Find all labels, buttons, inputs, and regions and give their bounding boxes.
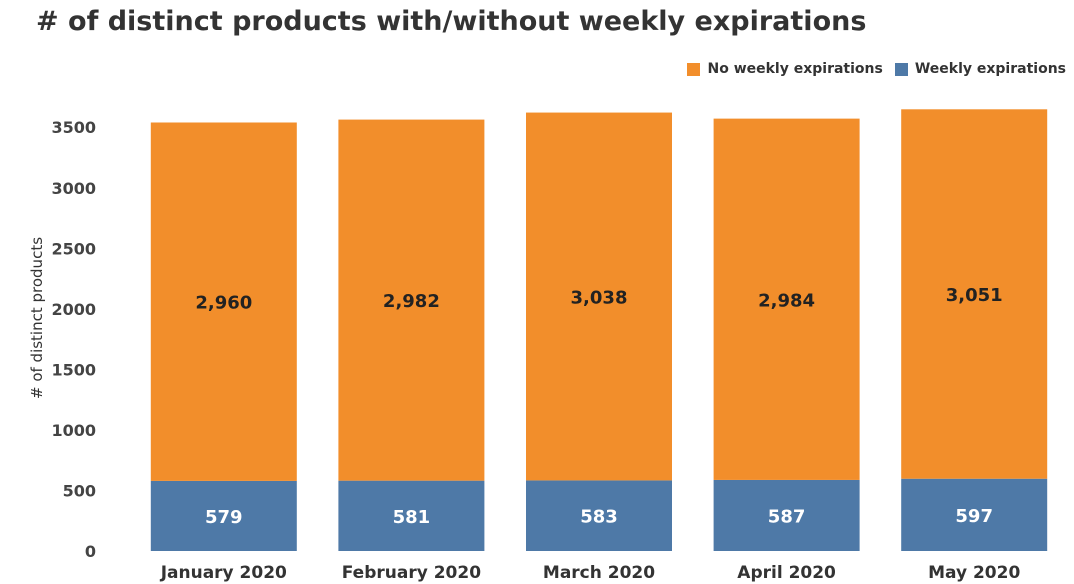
bar-no-weekly-expirations (150, 122, 297, 481)
y-tick-label: 3000 (51, 179, 96, 198)
bar-no-weekly-expirations (901, 109, 1048, 479)
data-label-weekly: 587 (768, 506, 806, 527)
x-category-label: February 2020 (342, 563, 481, 583)
y-tick-label: 3500 (51, 118, 96, 137)
legend-label-no-weekly: No weekly expirations (707, 61, 883, 77)
x-category-label: March 2020 (543, 563, 655, 583)
data-label-no-weekly: 3,051 (946, 285, 1003, 306)
legend-item-no-weekly: No weekly expirations (687, 61, 883, 77)
y-tick-label: 2500 (51, 239, 96, 258)
y-tick-label: 500 (63, 481, 96, 500)
data-label-no-weekly: 2,982 (383, 291, 440, 312)
data-label-weekly: 597 (955, 506, 993, 527)
x-axis: January 2020 February 2020 March 2020 April… (160, 563, 1021, 583)
y-axis: 0 500 1000 1500 2000 2500 3000 3500 (51, 118, 96, 561)
bar-no-weekly-expirations (338, 119, 485, 481)
legend-label-weekly: Weekly expirations (914, 61, 1066, 77)
legend-item-weekly: Weekly expirations (894, 61, 1066, 77)
y-tick-label: 1000 (51, 421, 96, 440)
y-tick-label: 0 (85, 542, 96, 561)
data-label-no-weekly: 2,960 (195, 293, 252, 314)
x-category-label: April 2020 (737, 563, 836, 583)
bar-weekly-expirations (713, 479, 860, 551)
bars: 579 2,960 581 2,982 583 3,038 587 2,984 597 3,051 (150, 109, 1048, 551)
bar-weekly-expirations (150, 480, 297, 551)
bar-no-weekly-expirations (713, 118, 860, 480)
data-label-weekly: 583 (580, 507, 618, 528)
y-tick-label: 1500 (51, 360, 96, 379)
bar-weekly-expirations (901, 478, 1048, 551)
data-label-weekly: 579 (205, 507, 243, 528)
legend: No weekly expirations Weekly expirations (687, 61, 1066, 77)
data-label-no-weekly: 3,038 (571, 287, 628, 308)
data-label-no-weekly: 2,984 (758, 290, 815, 311)
y-axis-title: # of distinct products (28, 237, 46, 399)
bar-no-weekly-expirations (526, 112, 672, 481)
y-tick-label: 2000 (51, 300, 96, 319)
data-label-weekly: 581 (393, 507, 431, 528)
legend-swatch-no-weekly (687, 62, 701, 76)
bar-weekly-expirations (526, 480, 672, 551)
legend-swatch-weekly (894, 62, 908, 76)
chart-title: # of distinct products with/without week… (36, 6, 867, 37)
x-category-label: January 2020 (160, 563, 287, 583)
bar-weekly-expirations (338, 480, 485, 551)
x-category-label: May 2020 (928, 563, 1020, 583)
